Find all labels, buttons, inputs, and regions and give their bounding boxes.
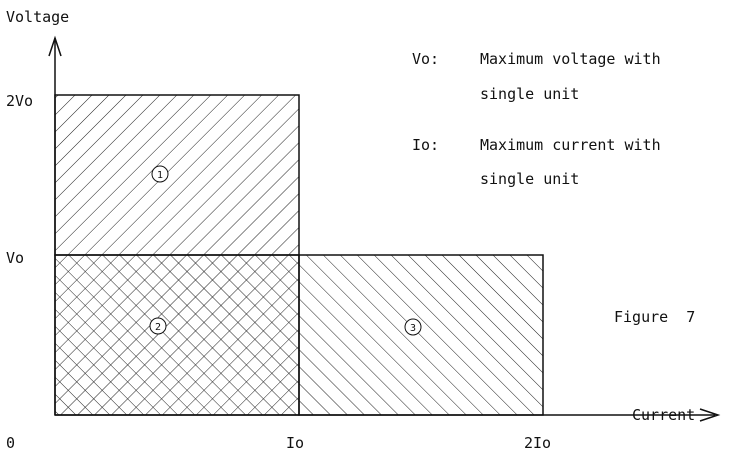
region-3-marker: 3	[404, 318, 422, 336]
region-1-marker: 1	[151, 165, 169, 183]
x-tick-2io: 2Io	[524, 434, 551, 452]
origin-label: 0	[6, 434, 15, 452]
region-2-overlay	[54, 254, 300, 416]
legend-io-key: Io:	[412, 136, 439, 154]
y-tick-2vo: 2Vo	[6, 92, 33, 110]
region-1	[54, 94, 300, 256]
x-axis-arrow	[699, 408, 721, 422]
y-axis-arrow	[48, 35, 62, 57]
legend-io-line1: Maximum current with	[480, 136, 661, 154]
legend-vo-key: Vo:	[412, 50, 439, 68]
region-2-marker: 2	[149, 317, 167, 335]
region-3	[298, 254, 544, 416]
y-tick-vo: Vo	[6, 249, 24, 267]
legend-io-line2: single unit	[480, 170, 579, 188]
figure-caption: Figure 7	[614, 308, 695, 326]
region-3-label: 3	[410, 323, 416, 334]
region-1-label: 1	[157, 170, 163, 181]
x-axis-title: Current	[632, 406, 695, 424]
y-axis-title: Voltage	[6, 8, 69, 26]
legend-vo-line2: single unit	[480, 85, 579, 103]
x-tick-io: Io	[286, 434, 304, 452]
legend-vo-line1: Maximum voltage with	[480, 50, 661, 68]
region-2-label: 2	[155, 322, 161, 333]
